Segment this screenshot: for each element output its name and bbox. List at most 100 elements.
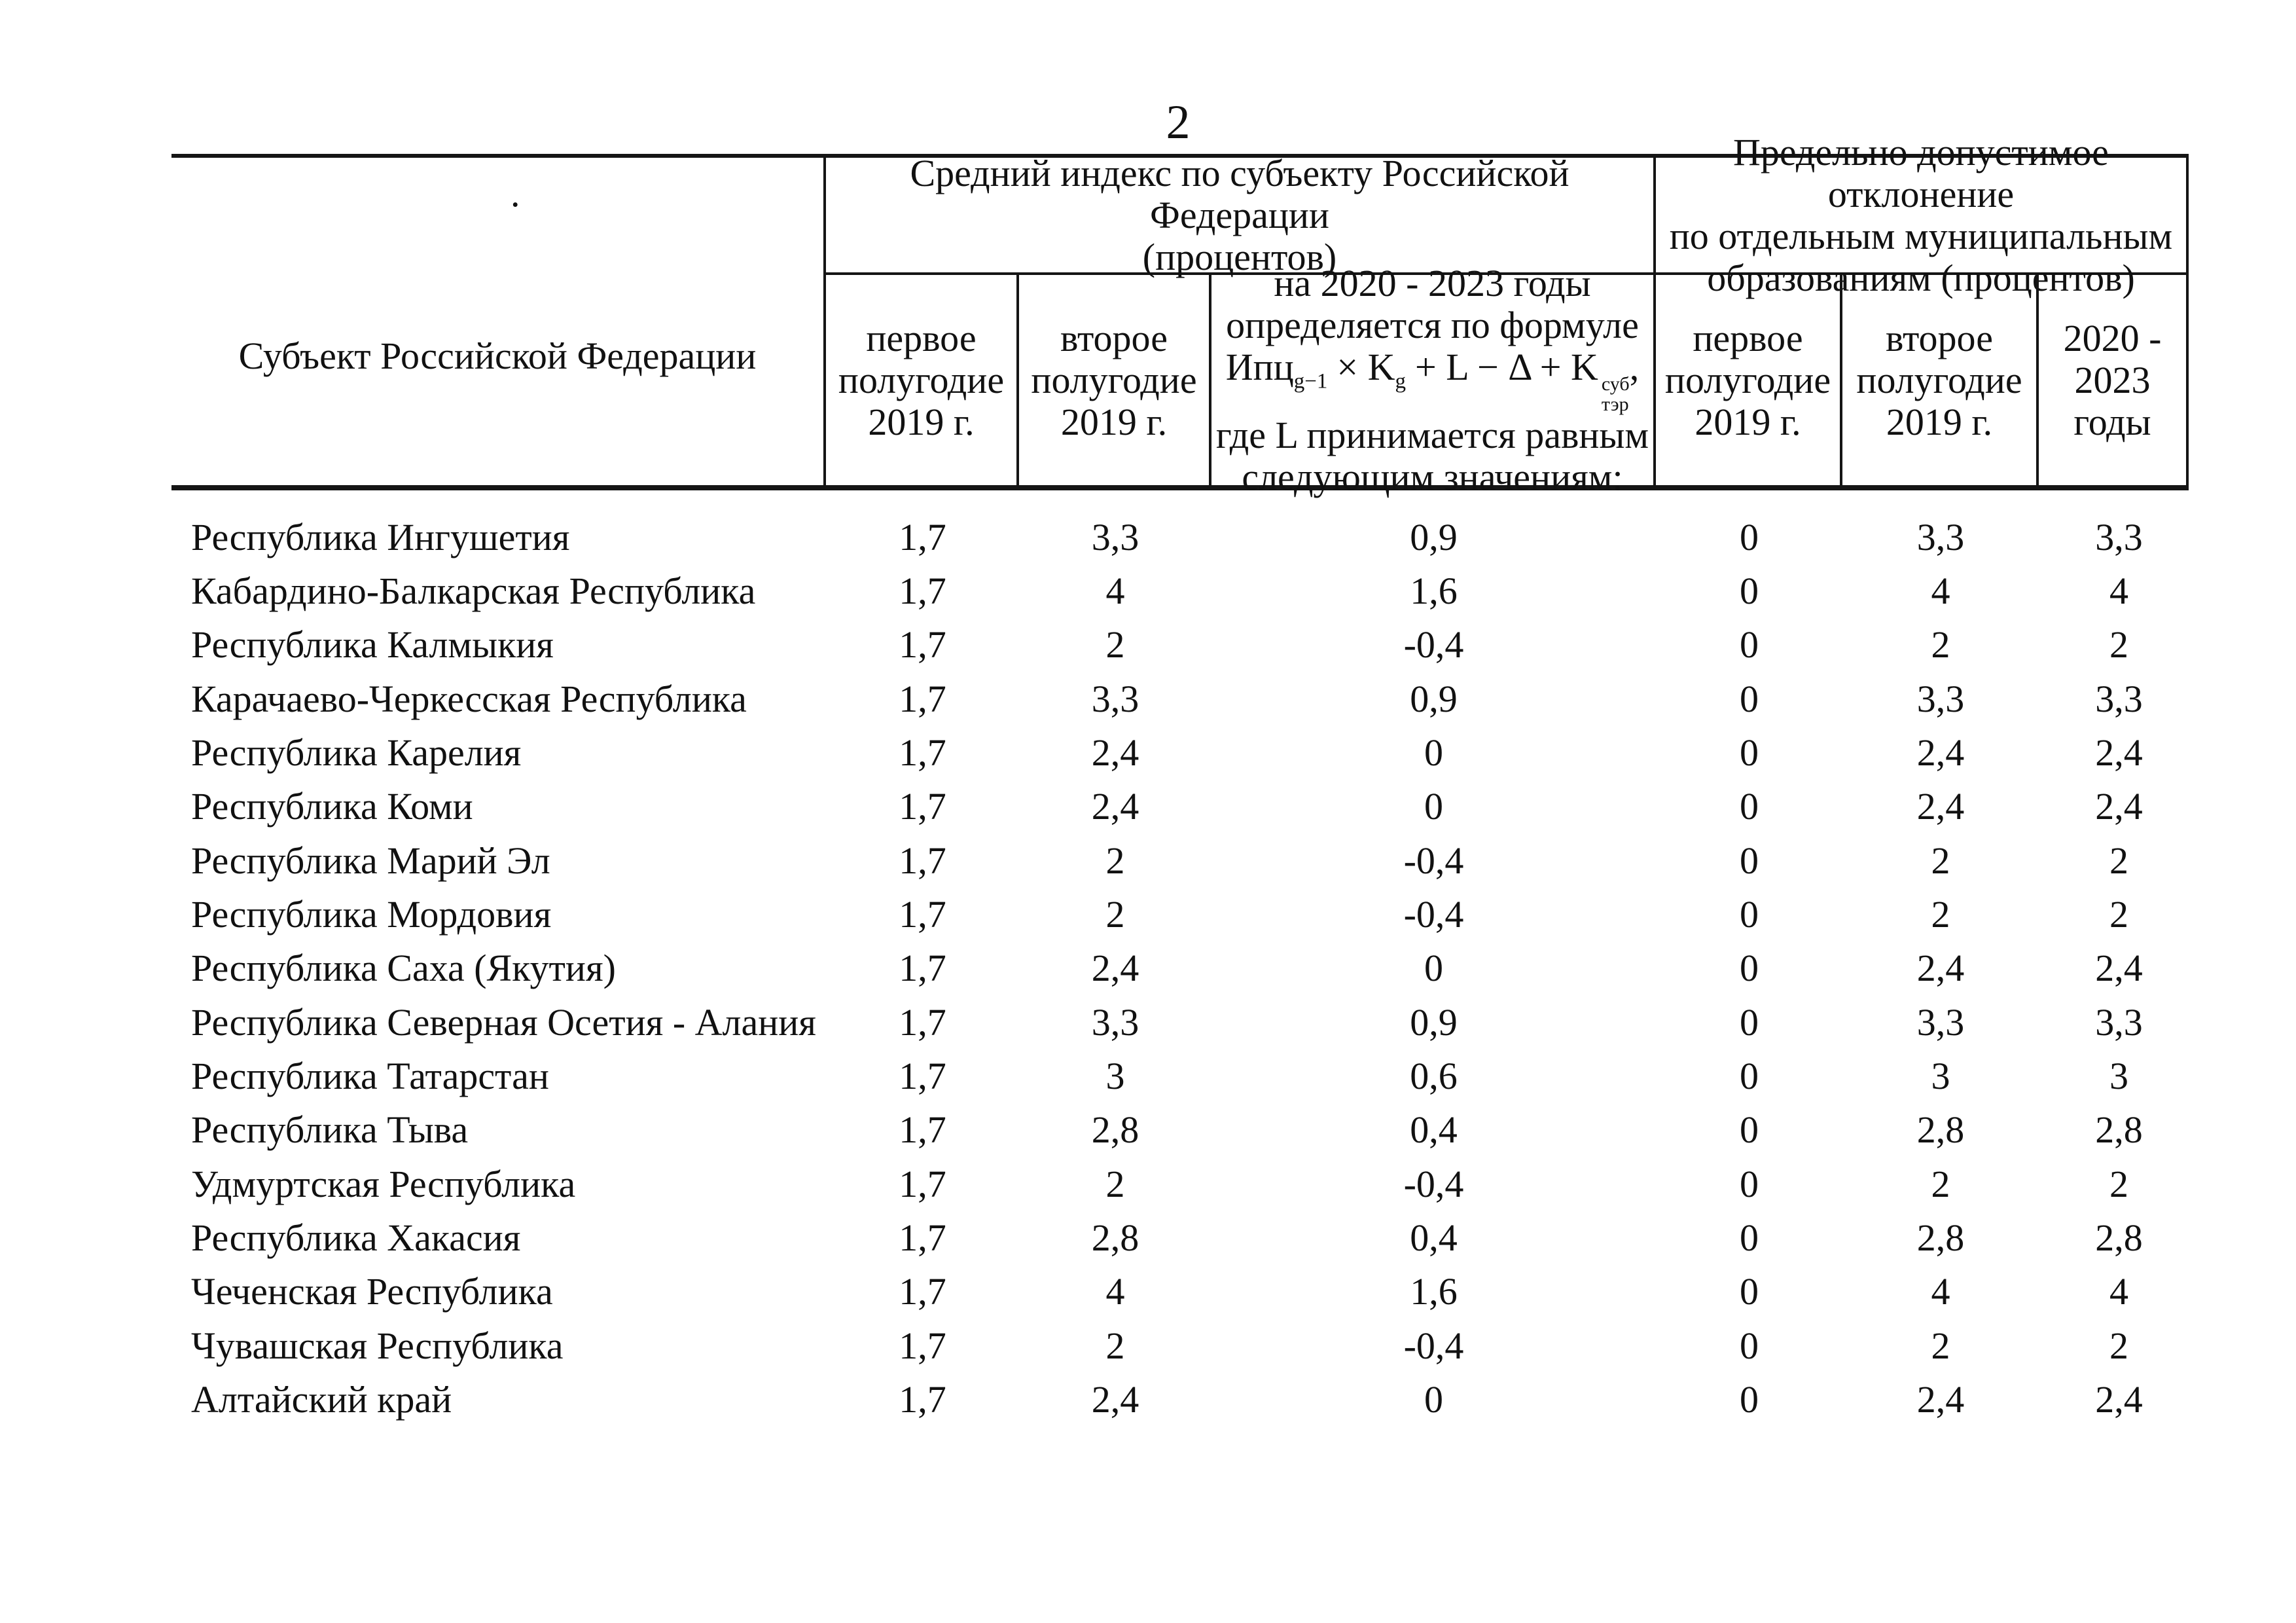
- cell-l-value-2020-2023: 0,9: [1410, 515, 1458, 558]
- table-row: Республика Саха (Якутия) 1,7 2,4 0 0 2,4…: [0, 941, 2296, 995]
- cell-deviation-2020-2023: 2,8: [2095, 1216, 2143, 1260]
- cell-deviation-second-half-2019: 3: [1931, 1055, 1950, 1098]
- row-region-name: Республика Хакасия: [191, 1216, 521, 1260]
- header-cell-average-index-group: Средний индекс по субъекту Российской Фе…: [826, 152, 1656, 278]
- dev-second-half-line1: второе: [1886, 316, 1993, 359]
- dev-group-line3: образованиям (процентов): [1707, 256, 2135, 299]
- formula-sub-ter: тэр: [1601, 393, 1629, 415]
- formula-cell-line4: где L принимается равным: [1215, 413, 1649, 456]
- header-cell-subject: Субъект Российской Федерации: [171, 158, 826, 485]
- cell-avg-second-half-2019: 4: [1105, 570, 1125, 613]
- cell-deviation-second-half-2019: 3,3: [1916, 515, 1965, 558]
- cell-deviation-first-half-2019: 0: [1740, 1000, 1759, 1044]
- table-row: Республика Северная Осетия - Алания 1,7 …: [0, 995, 2296, 1049]
- cell-avg-first-half-2019: 1,7: [899, 1055, 946, 1098]
- years-line1: 2020 -: [2063, 316, 2162, 359]
- cell-l-value-2020-2023: 0: [1424, 785, 1443, 828]
- cell-l-value-2020-2023: 0,9: [1410, 1000, 1458, 1044]
- row-region-name: Республика Ингушетия: [191, 515, 570, 558]
- cell-deviation-first-half-2019: 0: [1740, 570, 1759, 613]
- formula-sub-g: g: [1395, 369, 1407, 393]
- cell-avg-second-half-2019: 2,4: [1091, 947, 1139, 990]
- cell-deviation-second-half-2019: 2: [1931, 1324, 1950, 1367]
- cell-avg-first-half-2019: 1,7: [899, 947, 946, 990]
- row-region-name: Республика Калмыкия: [191, 623, 554, 666]
- cell-deviation-2020-2023: 2,8: [2095, 1108, 2143, 1152]
- row-region-name: Республика Северная Осетия - Алания: [191, 1000, 816, 1044]
- cell-avg-first-half-2019: 1,7: [899, 1324, 946, 1367]
- header-cell-first-half-2019: первое полугодие 2019 г.: [826, 275, 1019, 485]
- row-region-name: Удмуртская Республика: [191, 1162, 576, 1205]
- cell-deviation-first-half-2019: 0: [1740, 731, 1759, 775]
- header-cell-max-deviation-group: Предельно допустимое отклонение по отдел…: [1656, 131, 2186, 299]
- row-region-name: Республика Татарстан: [191, 1055, 549, 1098]
- cell-avg-second-half-2019: 2,4: [1091, 731, 1139, 775]
- table-row: Республика Коми 1,7 2,4 0 0 2,4 2,4: [0, 780, 2296, 833]
- row-region-name: Республика Мордовия: [191, 893, 552, 936]
- cell-avg-first-half-2019: 1,7: [899, 1108, 946, 1152]
- avg-group-line2: (процентов): [1142, 235, 1337, 278]
- cell-l-value-2020-2023: -0,4: [1403, 893, 1464, 936]
- row-region-name: Республика Марий Эл: [191, 839, 550, 882]
- table-row: Республика Марий Эл 1,7 2 -0,4 0 2 2: [0, 833, 2296, 887]
- cell-avg-first-half-2019: 1,7: [899, 839, 946, 882]
- table-row: Республика Мордовия 1,7 2 -0,4 0 2 2: [0, 887, 2296, 941]
- formula-cell-line2: определяется по формуле: [1226, 303, 1639, 346]
- row-region-name: Кабардино-Балкарская Республика: [191, 570, 756, 613]
- cell-deviation-second-half-2019: 2,4: [1916, 731, 1965, 775]
- cell-deviation-2020-2023: 2: [2109, 1162, 2128, 1205]
- cell-avg-first-half-2019: 1,7: [899, 1162, 946, 1205]
- header-cell-second-half-2019: второе полугодие 2019 г.: [1019, 275, 1211, 485]
- cell-l-value-2020-2023: -0,4: [1403, 1324, 1464, 1367]
- dev-group-line2: по отдельным муниципальным: [1669, 214, 2173, 257]
- cell-avg-second-half-2019: 2: [1105, 1162, 1125, 1205]
- cell-deviation-2020-2023: 2: [2109, 1324, 2128, 1367]
- cell-deviation-second-half-2019: 2: [1931, 893, 1950, 936]
- row-region-name: Республика Карелия: [191, 731, 522, 775]
- cell-deviation-first-half-2019: 0: [1740, 515, 1759, 558]
- dev-first-half-line3: 2019 г.: [1695, 400, 1801, 443]
- table-row: Республика Ингушетия 1,7 3,3 0,9 0 3,3 3…: [0, 510, 2296, 564]
- table-row: Республика Тыва 1,7 2,8 0,4 0 2,8 2,8: [0, 1103, 2296, 1157]
- cell-l-value-2020-2023: 0,4: [1410, 1216, 1458, 1260]
- first-half-line1: первое: [866, 316, 977, 359]
- cell-deviation-second-half-2019: 3,3: [1916, 1000, 1965, 1044]
- cell-avg-first-half-2019: 1,7: [899, 1216, 946, 1260]
- cell-deviation-2020-2023: 2,4: [2095, 785, 2143, 828]
- cell-deviation-first-half-2019: 0: [1740, 623, 1759, 666]
- cell-deviation-first-half-2019: 0: [1740, 677, 1759, 720]
- row-region-name: Республика Саха (Якутия): [191, 947, 616, 990]
- cell-avg-first-half-2019: 1,7: [899, 623, 946, 666]
- cell-deviation-second-half-2019: 4: [1931, 1270, 1950, 1313]
- table-header: Субъект Российской Федерации Средний инд…: [171, 131, 2189, 498]
- cell-deviation-first-half-2019: 0: [1740, 1378, 1759, 1421]
- cell-l-value-2020-2023: 0: [1424, 1378, 1443, 1421]
- dev-first-half-line2: полугодие: [1664, 358, 1831, 401]
- cell-avg-first-half-2019: 1,7: [899, 893, 946, 936]
- cell-avg-first-half-2019: 1,7: [899, 731, 946, 775]
- row-region-name: Чеченская Республика: [191, 1270, 553, 1313]
- cell-deviation-first-half-2019: 0: [1740, 893, 1759, 936]
- table-row: Кабардино-Балкарская Республика 1,7 4 1,…: [0, 564, 2296, 617]
- header-cell-deviation-second-half-2019: второе полугодие 2019 г.: [1842, 275, 2039, 485]
- cell-l-value-2020-2023: -0,4: [1403, 1162, 1464, 1205]
- cell-deviation-2020-2023: 2: [2109, 893, 2128, 936]
- cell-deviation-2020-2023: 3: [2109, 1055, 2128, 1098]
- table-row: Удмуртская Республика 1,7 2 -0,4 0 2 2: [0, 1157, 2296, 1211]
- cell-avg-first-half-2019: 1,7: [899, 1378, 946, 1421]
- stray-dot-artifact: .: [511, 172, 520, 215]
- cell-avg-second-half-2019: 3,3: [1091, 1000, 1139, 1044]
- cell-deviation-2020-2023: 4: [2109, 570, 2128, 613]
- cell-avg-second-half-2019: 2,4: [1091, 1378, 1139, 1421]
- first-half-line2: полугодие: [838, 358, 1005, 401]
- table-row: Чеченская Республика 1,7 4 1,6 0 4 4: [0, 1265, 2296, 1319]
- formula-cell-line5: следующим значениям:: [1242, 455, 1623, 498]
- cell-deviation-second-half-2019: 2,8: [1916, 1108, 1965, 1152]
- formula-times-k: × K: [1336, 345, 1395, 388]
- cell-l-value-2020-2023: 1,6: [1410, 570, 1458, 613]
- cell-deviation-second-half-2019: 2: [1931, 623, 1950, 666]
- cell-deviation-first-half-2019: 0: [1740, 947, 1759, 990]
- avg-group-line1: Средний индекс по субъекту Российской Фе…: [910, 151, 1570, 236]
